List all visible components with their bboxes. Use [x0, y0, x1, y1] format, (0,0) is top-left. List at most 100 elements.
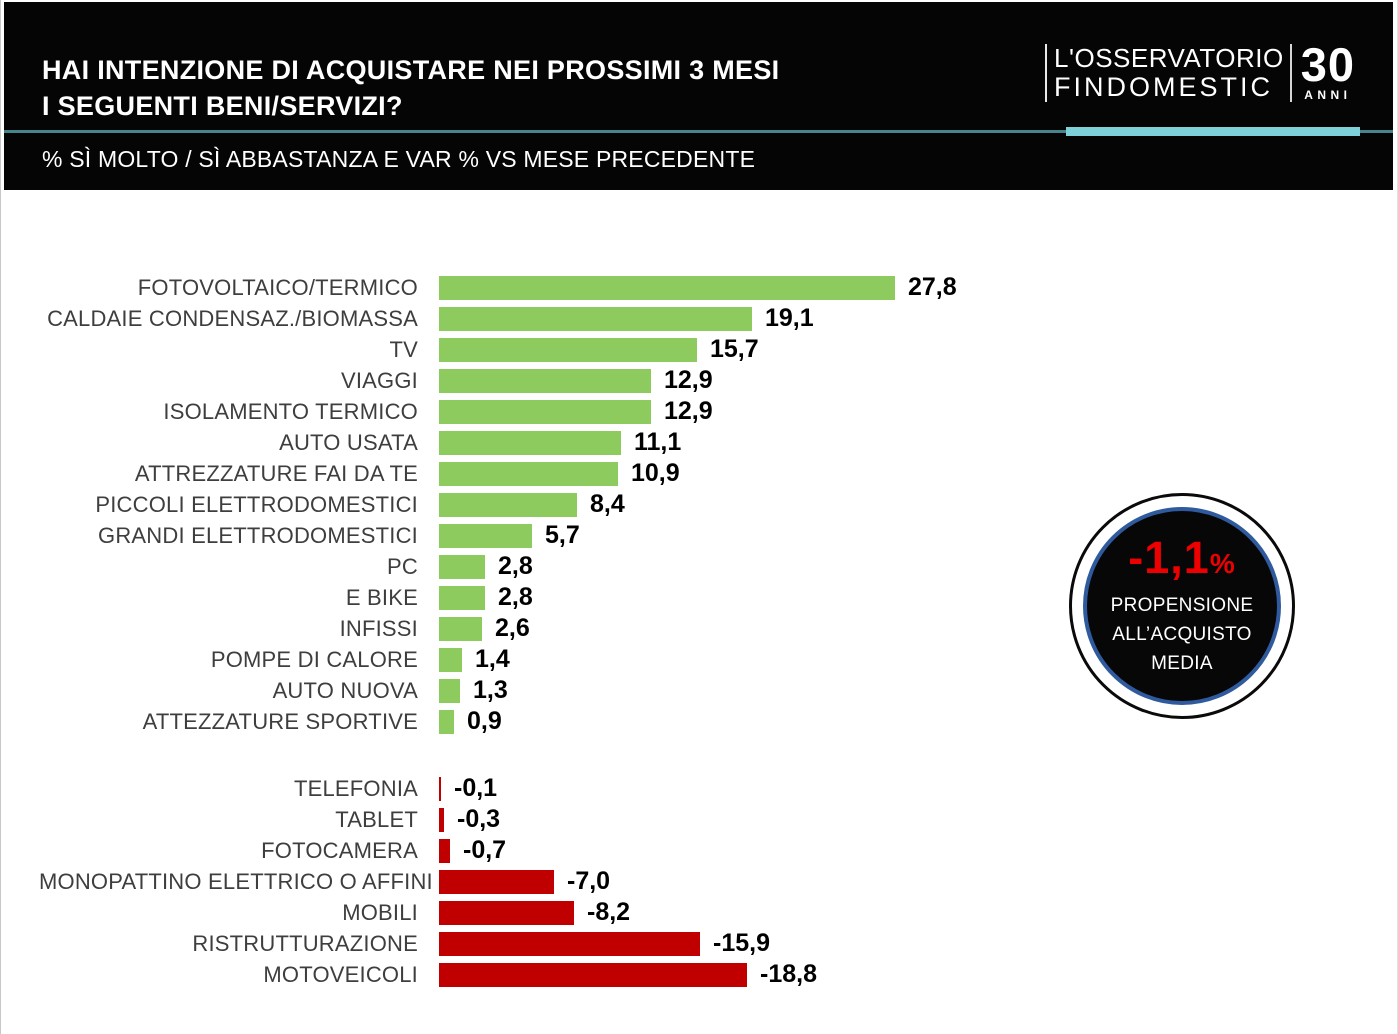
logo-underline-accent	[1066, 127, 1360, 136]
chart-row: E BIKE 2,8	[39, 582, 957, 613]
category-label: CALDAIE CONDENSAZ./BIOMASSA	[47, 305, 418, 331]
section-gap	[39, 737, 957, 773]
badge-value-number: -1,1	[1128, 531, 1210, 583]
value-label: -15,9	[713, 929, 770, 957]
positive-bar	[439, 337, 697, 362]
negative-bar	[439, 869, 554, 894]
chart-row: ISOLAMENTO TERMICO 12,9	[39, 396, 957, 427]
negative-bar	[439, 807, 444, 832]
category-label: TABLET	[335, 806, 418, 832]
category-label: ISOLAMENTO TERMICO	[163, 398, 418, 424]
value-label: -7,0	[567, 867, 611, 895]
category-label: GRANDI ELETTRODOMESTICI	[98, 522, 418, 548]
category-label: TELEFONIA	[293, 775, 418, 801]
value-label: 19,1	[765, 304, 814, 332]
percent-sign: %	[1209, 547, 1236, 579]
positive-bar	[439, 492, 577, 517]
positive-bar	[439, 554, 485, 579]
positive-bar	[439, 709, 454, 734]
value-label: -0,7	[463, 836, 507, 864]
logo-years-number: 30	[1300, 38, 1355, 91]
value-label: 1,3	[473, 676, 508, 704]
value-label: 2,6	[495, 614, 530, 642]
value-label: 27,8	[908, 273, 957, 301]
propensity-badge-inner: -1,1% PROPENSIONE ALL’ACQUISTO MEDIA	[1083, 507, 1281, 705]
category-label: RISTRUTTURAZIONE	[192, 930, 418, 956]
positive-bar	[439, 275, 895, 300]
value-label: 2,8	[498, 583, 533, 611]
positive-bar	[439, 616, 482, 641]
bar-chart: FOTOVOLTAICO/TERMICO 27,8 CALDAIE CONDENSA…	[39, 272, 957, 990]
chart-row: RISTRUTTURAZIONE -15,9	[39, 928, 957, 959]
chart-row: TELEFONIA -0,1	[39, 773, 957, 804]
value-label: 11,1	[634, 428, 682, 456]
positive-bar	[439, 461, 618, 486]
category-label: PICCOLI ELETTRODOMESTICI	[95, 491, 418, 517]
category-label: AUTO USATA	[279, 429, 418, 455]
chart-row: MOTOVEICOLI -18,8	[39, 959, 957, 990]
positive-bar	[439, 523, 532, 548]
chart-row: MONOPATTINO ELETTRICO O AFFINI -7,0	[39, 866, 957, 897]
chart-row: TV 15,7	[39, 334, 957, 365]
logo-line1: L'OSSERVATORIO	[1054, 43, 1284, 73]
value-label: -0,3	[457, 805, 501, 833]
chart-row: VIAGGI 12,9	[39, 365, 957, 396]
badge-value: -1,1%	[1128, 535, 1235, 580]
chart-row: PICCOLI ELETTRODOMESTICI 8,4	[39, 489, 957, 520]
header-divider-line	[4, 130, 1393, 133]
value-label: 8,4	[590, 490, 625, 518]
category-label: PC	[387, 553, 418, 579]
chart-row: MOBILI -8,2	[39, 897, 957, 928]
positive-bar	[439, 306, 752, 331]
chart-row: INFISSI 2,6	[39, 613, 957, 644]
chart-row: FOTOVOLTAICO/TERMICO 27,8	[39, 272, 957, 303]
value-label: -8,2	[587, 898, 631, 926]
logo-years-label: ANNI	[1304, 88, 1352, 102]
header: HAI INTENZIONE DI ACQUISTARE NEI PROSSIM…	[4, 2, 1393, 190]
category-label: TV	[389, 336, 418, 362]
negative-bar	[439, 931, 700, 956]
findomestic-logo: L'OSSERVATORIO FINDOMESTIC 30 ANNI	[1045, 38, 1355, 102]
positive-bar	[439, 399, 651, 424]
chart-row: AUTO NUOVA 1,3	[39, 675, 957, 706]
value-label: 10,9	[631, 459, 680, 487]
value-label: 5,7	[545, 521, 580, 549]
chart-row: PC 2,8	[39, 551, 957, 582]
category-label: ATTREZZATURE FAI DA TE	[134, 460, 418, 486]
positive-bar	[439, 585, 485, 610]
logo-divider-bar	[1289, 44, 1292, 102]
propensity-badge: -1,1% PROPENSIONE ALL’ACQUISTO MEDIA	[1069, 493, 1295, 719]
negative-bar	[439, 776, 441, 801]
category-label: MOTOVEICOLI	[263, 961, 418, 987]
category-label: INFISSI	[339, 615, 418, 641]
value-label: 12,9	[664, 397, 713, 425]
logo-left-bar	[1045, 44, 1048, 102]
value-label: 2,8	[498, 552, 533, 580]
chart-row: ATTREZZATURE FAI DA TE 10,9	[39, 458, 957, 489]
positive-bar	[439, 368, 651, 393]
badge-label-line: PROPENSIONE	[1110, 594, 1254, 616]
category-label: VIAGGI	[341, 367, 418, 393]
value-label: 1,4	[475, 645, 510, 673]
badge-label-line: MEDIA	[1151, 652, 1213, 674]
negative-bar	[439, 838, 450, 863]
positive-bar	[439, 430, 621, 455]
category-label: POMPE DI CALORE	[210, 646, 418, 672]
logo-30-anni: 30 ANNI	[1300, 38, 1355, 102]
value-label: -18,8	[760, 960, 817, 988]
chart-row: TABLET -0,3	[39, 804, 957, 835]
chart-row: POMPE DI CALORE 1,4	[39, 644, 957, 675]
category-label: FOTOCAMERA	[261, 837, 418, 863]
value-label: 12,9	[664, 366, 713, 394]
category-label: MONOPATTINO ELETTRICO O AFFINI	[39, 868, 433, 894]
negative-bar	[439, 962, 747, 987]
chart-row: AUTO USATA 11,1	[39, 427, 957, 458]
page-title-line1: HAI INTENZIONE DI ACQUISTARE NEI PROSSIM…	[42, 55, 780, 85]
category-label: MOBILI	[342, 899, 418, 925]
negative-bar	[439, 900, 574, 925]
chart-row: GRANDI ELETTRODOMESTICI 5,7	[39, 520, 957, 551]
positive-bar	[439, 678, 460, 703]
category-label: AUTO NUOVA	[272, 677, 418, 703]
value-label: 15,7	[710, 335, 759, 363]
